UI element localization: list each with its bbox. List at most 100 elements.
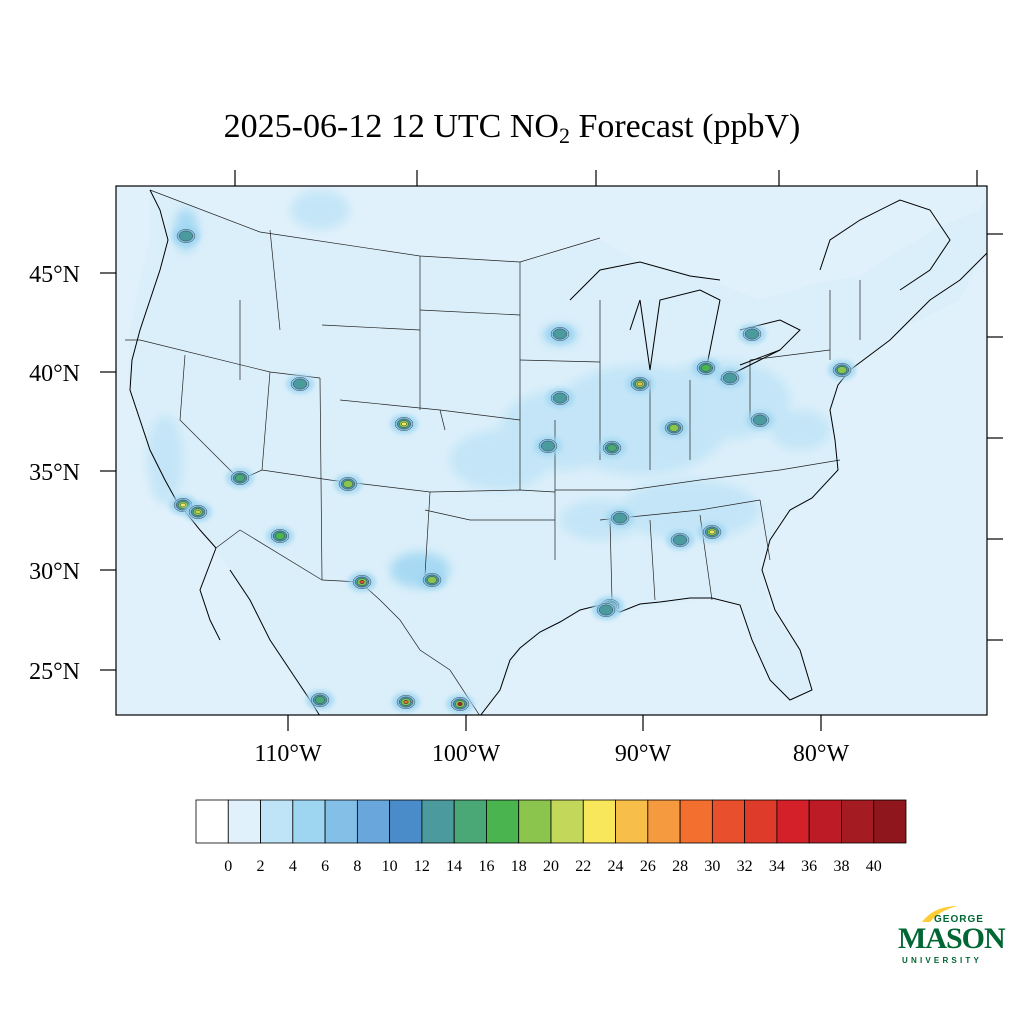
lat-label: 40°N bbox=[29, 361, 80, 387]
hotspot-indianapolis bbox=[660, 418, 688, 438]
colorbar-tick-label: 30 bbox=[704, 858, 720, 875]
hotspot-odessa bbox=[418, 570, 446, 590]
lat-label: 45°N bbox=[29, 262, 80, 288]
logo-george: GEORGE bbox=[934, 914, 984, 925]
colorbar-swatch bbox=[776, 799, 810, 844]
background-plumes bbox=[147, 190, 830, 588]
colorbar-swatch bbox=[292, 799, 326, 844]
colorbar-swatch bbox=[711, 799, 746, 844]
hotspot-mazatlan bbox=[306, 690, 334, 710]
colorbar-swatch bbox=[389, 799, 423, 844]
colorbar-tick-label: 2 bbox=[257, 858, 265, 875]
colorbar-swatch bbox=[453, 799, 487, 844]
hotspot-pittsburgh bbox=[746, 410, 774, 430]
hotspot-cleveland bbox=[716, 368, 744, 388]
bottom-ticks bbox=[287, 715, 822, 731]
colorbar-tick-label: 24 bbox=[608, 858, 624, 875]
colorbar-swatch bbox=[227, 799, 261, 844]
colorbar-swatch bbox=[873, 799, 907, 844]
colorbar-tick-label: 0 bbox=[224, 858, 232, 875]
hotspot-albuquerque bbox=[334, 474, 362, 494]
hotspot-new-york bbox=[828, 360, 856, 380]
hotspot-las-vegas bbox=[226, 468, 254, 488]
colorbar-swatch bbox=[582, 799, 616, 844]
title-subscript: 2 bbox=[558, 123, 570, 148]
title-prefix: 2025-06-12 12 UTC NO bbox=[223, 108, 559, 145]
colorbar-swatch bbox=[679, 799, 713, 844]
title-suffix: Forecast (ppbV) bbox=[569, 108, 801, 145]
lat-label: 30°N bbox=[29, 559, 80, 585]
hotspot-salt-lake-city bbox=[286, 374, 314, 394]
hotspot-durango bbox=[392, 692, 420, 712]
colorbar-tick-label: 40 bbox=[866, 858, 882, 875]
left-ticks bbox=[100, 272, 116, 671]
colorbar-tick-label: 12 bbox=[414, 858, 430, 875]
colorbar-labels: 0 2 4 6 8 10 12 14 16 18 20 22 24 26 28 30 32 34 36 38 40 bbox=[224, 858, 881, 875]
right-ticks bbox=[987, 233, 1003, 641]
latitude-labels: 45°N 40°N 35°N 30°N 25°N bbox=[29, 262, 80, 685]
colorbar-swatch bbox=[486, 799, 520, 844]
lat-label: 25°N bbox=[29, 659, 80, 685]
lon-label: 100°W bbox=[432, 741, 501, 767]
colorbar-swatch bbox=[808, 799, 842, 844]
colorbar-swatch bbox=[356, 799, 391, 844]
colorbar-tick-label: 36 bbox=[801, 858, 817, 875]
map-frame bbox=[115, 185, 988, 716]
hotspot-atlanta bbox=[698, 522, 726, 542]
gmu-logo: GEORGE MASON UNIVERSITY bbox=[898, 904, 1006, 968]
colorbar-tick-label: 14 bbox=[446, 858, 462, 875]
colorbar-tick-label: 22 bbox=[575, 858, 591, 875]
colorbar-tick-label: 10 bbox=[382, 858, 398, 875]
colorbar-swatch bbox=[744, 799, 778, 844]
map-title: 2025-06-12 12 UTC NO2 Forecast (ppbV) bbox=[0, 108, 1024, 149]
colorbar-tick-label: 20 bbox=[543, 858, 559, 875]
colorbar-swatch bbox=[324, 799, 358, 844]
longitude-labels: 110°W 100°W 90°W 80°W bbox=[254, 741, 849, 767]
colorbar-tick-label: 38 bbox=[833, 858, 849, 875]
colorbar-tick-label: 4 bbox=[289, 858, 297, 875]
hotspot-phoenix bbox=[266, 526, 294, 546]
hotspot-toronto bbox=[738, 324, 766, 344]
hotspot-detroit bbox=[692, 358, 720, 378]
colorbar-tick-label: 6 bbox=[321, 858, 329, 875]
colorbar-tick-label: 34 bbox=[769, 858, 785, 875]
colorbar-swatch bbox=[195, 799, 229, 844]
coastlines bbox=[129, 189, 987, 715]
hotspot-birmingham bbox=[666, 530, 694, 550]
lon-label: 110°W bbox=[254, 741, 322, 767]
hotspot-layer bbox=[169, 226, 856, 714]
map-content bbox=[125, 189, 987, 715]
hotspot-dallas bbox=[534, 436, 562, 456]
hotspot-minneapolis bbox=[546, 324, 574, 344]
colorbar-swatch bbox=[260, 799, 294, 844]
hotspot-monterrey bbox=[446, 694, 474, 714]
top-ticks bbox=[234, 170, 978, 186]
colorbar-tick-label: 26 bbox=[640, 858, 656, 875]
colorbar-swatch bbox=[841, 799, 875, 844]
hotspot-san-diego bbox=[184, 502, 212, 522]
logo-mason: MASON bbox=[898, 922, 1006, 955]
lat-label: 35°N bbox=[29, 460, 80, 486]
hotspot-el-paso bbox=[348, 572, 376, 592]
hotspot-chicago bbox=[626, 374, 654, 394]
colorbar-swatch bbox=[421, 799, 455, 844]
logo-university: UNIVERSITY bbox=[902, 956, 983, 965]
hotspot-memphis bbox=[606, 508, 634, 528]
hotspot-new-orleans bbox=[592, 600, 620, 620]
colorbar-tick-label: 18 bbox=[511, 858, 527, 875]
hotspot-st-louis bbox=[598, 438, 626, 458]
hotspot-kansas-city bbox=[546, 388, 574, 408]
colorbar-tick-label: 16 bbox=[478, 858, 494, 875]
colorbar-swatch bbox=[550, 799, 584, 844]
colorbar-tick-label: 32 bbox=[737, 858, 753, 875]
lon-label: 90°W bbox=[615, 741, 672, 767]
colorbar-tick-label: 28 bbox=[672, 858, 688, 875]
lon-label: 80°W bbox=[793, 741, 850, 767]
colorbar bbox=[195, 799, 907, 844]
colorbar-swatch bbox=[518, 799, 552, 844]
colorbar-swatch bbox=[615, 799, 649, 844]
hotspot-denver bbox=[390, 414, 418, 434]
colorbar-swatch bbox=[647, 799, 681, 844]
hotspot-seattle bbox=[172, 226, 200, 246]
